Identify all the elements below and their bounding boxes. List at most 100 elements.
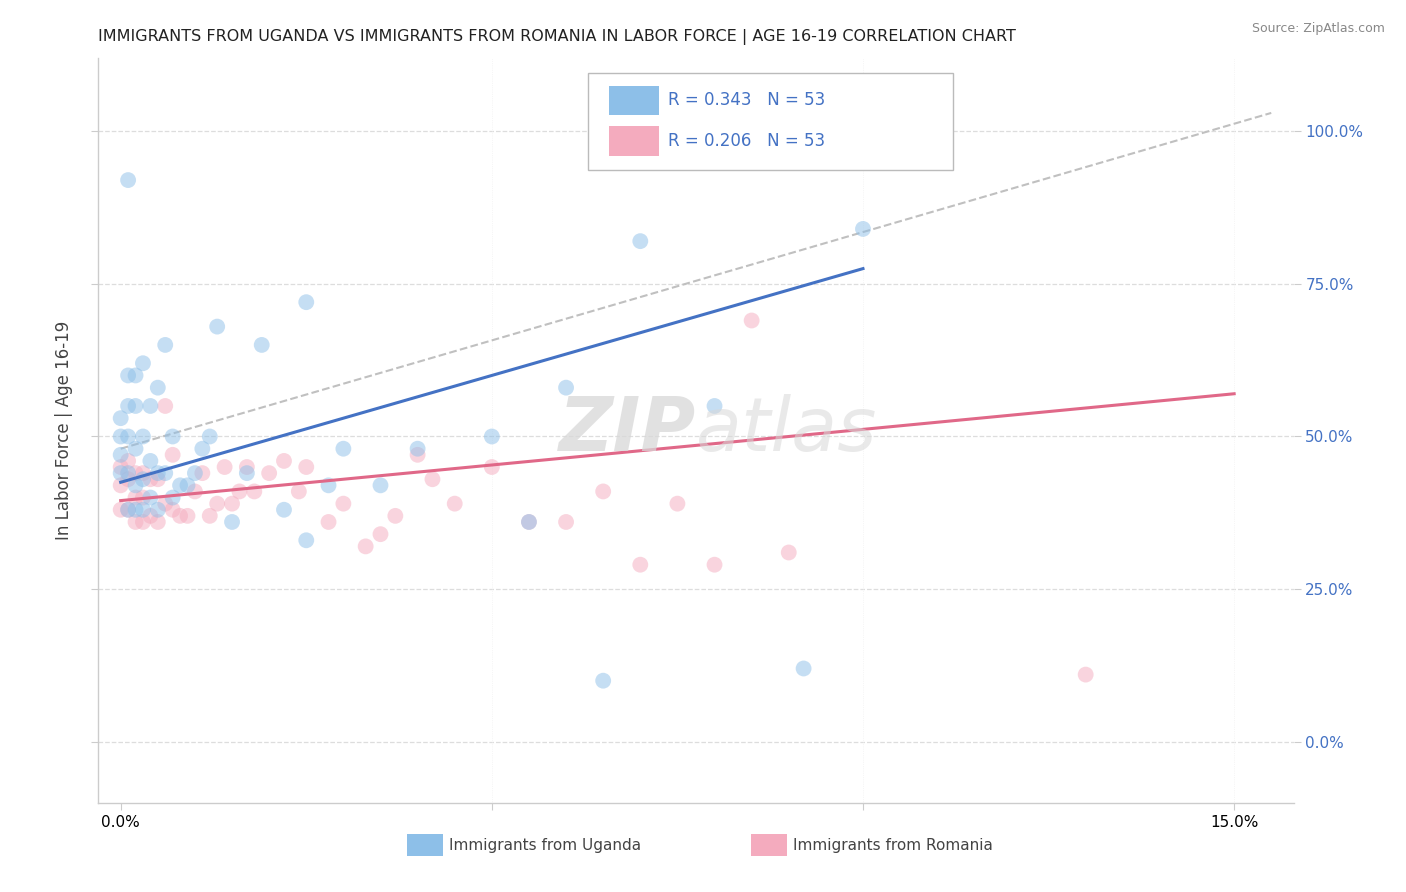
Point <box>332 497 354 511</box>
Point <box>124 478 146 492</box>
Point <box>132 429 155 443</box>
Point <box>124 442 146 456</box>
Point <box>1074 667 1097 681</box>
Point <box>703 399 725 413</box>
Point <box>191 466 214 480</box>
Point <box>555 381 578 395</box>
Point <box>354 540 377 554</box>
Point <box>117 466 139 480</box>
Point <box>221 515 243 529</box>
Point <box>703 558 725 572</box>
Point <box>214 460 236 475</box>
Text: Immigrants from Uganda: Immigrants from Uganda <box>449 838 641 853</box>
Point <box>132 491 155 505</box>
Point <box>117 502 139 516</box>
Point <box>139 472 162 486</box>
Point <box>288 484 311 499</box>
Point <box>370 478 392 492</box>
Point <box>422 472 444 486</box>
Point <box>481 429 503 443</box>
Point <box>162 429 184 443</box>
Point <box>176 508 198 523</box>
Text: R = 0.343   N = 53: R = 0.343 N = 53 <box>668 92 825 110</box>
FancyBboxPatch shape <box>609 86 659 115</box>
Point <box>406 448 429 462</box>
Point <box>273 502 295 516</box>
Point <box>124 515 146 529</box>
Point <box>628 234 651 248</box>
FancyBboxPatch shape <box>609 126 659 155</box>
Point <box>741 313 763 327</box>
Y-axis label: In Labor Force | Age 16-19: In Labor Force | Age 16-19 <box>55 321 73 540</box>
Point <box>110 478 132 492</box>
Point <box>155 399 177 413</box>
Point <box>481 460 503 475</box>
Point <box>139 399 162 413</box>
Point <box>124 368 146 383</box>
Point <box>132 466 155 480</box>
Point <box>110 466 132 480</box>
Point <box>628 558 651 572</box>
Point <box>592 484 614 499</box>
Point <box>110 460 132 475</box>
Point <box>666 497 689 511</box>
Point <box>250 338 273 352</box>
Point <box>132 515 155 529</box>
Point <box>132 502 155 516</box>
Point <box>117 173 139 187</box>
Point <box>146 515 169 529</box>
Point <box>295 295 318 310</box>
Point <box>162 491 184 505</box>
Point <box>295 460 318 475</box>
Point <box>555 515 578 529</box>
Point <box>132 356 155 370</box>
Point <box>191 442 214 456</box>
Point <box>155 497 177 511</box>
Point <box>852 222 875 236</box>
Point <box>228 484 250 499</box>
Point <box>162 448 184 462</box>
Point <box>221 497 243 511</box>
Point <box>517 515 540 529</box>
Point <box>110 429 132 443</box>
Point <box>793 661 815 675</box>
Text: Source: ZipAtlas.com: Source: ZipAtlas.com <box>1251 22 1385 36</box>
Text: R = 0.206   N = 53: R = 0.206 N = 53 <box>668 132 825 150</box>
Point <box>110 502 132 516</box>
FancyBboxPatch shape <box>589 73 953 169</box>
Point <box>124 399 146 413</box>
Text: Immigrants from Romania: Immigrants from Romania <box>793 838 993 853</box>
Point <box>443 497 465 511</box>
Point <box>778 545 800 559</box>
Point <box>198 508 221 523</box>
Point <box>205 319 228 334</box>
Point <box>155 466 177 480</box>
Point <box>205 497 228 511</box>
Point <box>117 429 139 443</box>
Point <box>132 472 155 486</box>
Point <box>273 454 295 468</box>
Point <box>257 466 280 480</box>
Point <box>592 673 614 688</box>
Point <box>370 527 392 541</box>
Point <box>155 338 177 352</box>
Point <box>139 454 162 468</box>
Point <box>117 454 139 468</box>
Point <box>184 484 207 499</box>
Point <box>146 472 169 486</box>
Point <box>236 466 259 480</box>
Point <box>139 491 162 505</box>
Point <box>146 466 169 480</box>
Point <box>117 368 139 383</box>
Point <box>110 411 132 425</box>
Point <box>169 478 191 492</box>
Point <box>318 515 340 529</box>
FancyBboxPatch shape <box>406 834 443 856</box>
Point <box>236 460 259 475</box>
Point <box>117 399 139 413</box>
Point <box>117 472 139 486</box>
Point <box>110 448 132 462</box>
Point <box>198 429 221 443</box>
Point <box>332 442 354 456</box>
Point <box>517 515 540 529</box>
